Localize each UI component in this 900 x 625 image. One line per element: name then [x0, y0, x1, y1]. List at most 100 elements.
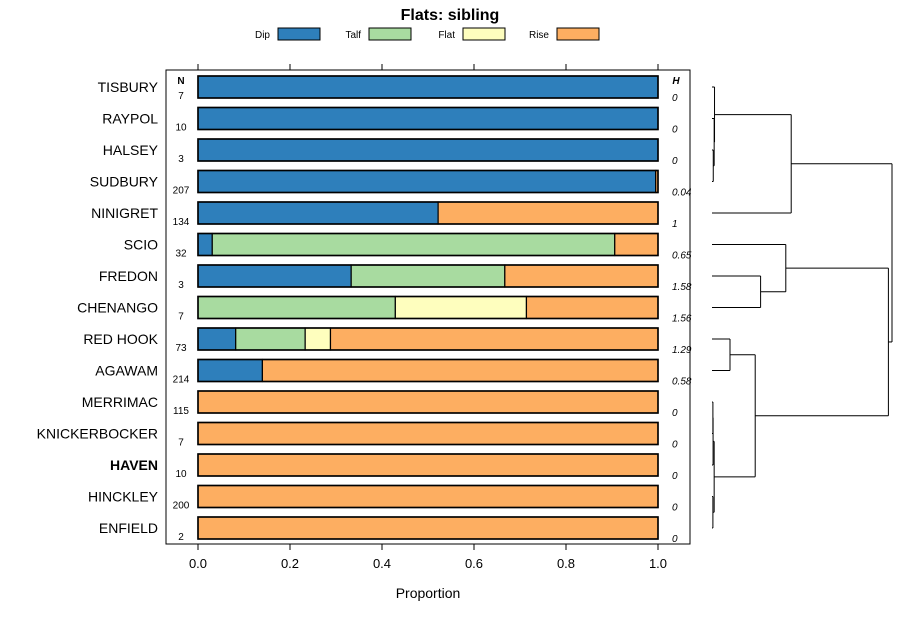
bar-segment-ninigret-rise	[437, 201, 659, 225]
row-label-enfield: ENFIELD	[99, 520, 158, 536]
row-label-scio: SCIO	[124, 237, 158, 253]
bar-segment-scio-talf	[211, 232, 616, 257]
bar-segment-enfield-rise	[197, 516, 659, 540]
h-value-red-hook: 1.29	[672, 345, 692, 356]
bar-segment-red-hook-talf	[235, 327, 306, 351]
row-label-raypol: RAYPOL	[102, 111, 158, 127]
bar-outline-red-hook	[197, 327, 659, 351]
h-values: 0 0 0 0.04 1 0.65 1.58 1.56 1.29 0.58 0 0 0 0 0	[672, 93, 692, 545]
bar-outline-agawam	[197, 358, 659, 383]
n-value-red-hook: 73	[175, 343, 187, 354]
row-label-halsey: HALSEY	[103, 142, 159, 158]
plot-panel-border	[165, 69, 691, 545]
bar-outline-merrimac	[197, 390, 659, 414]
row-label-knickerbocker: KNICKERBOCKER	[37, 426, 158, 442]
h-value-ninigret: 1	[672, 219, 678, 230]
h-value-fredon: 1.58	[672, 282, 692, 293]
legend: Dip Talf Flat Rise	[255, 27, 600, 41]
bar-segment-red-hook-dip	[197, 327, 237, 351]
h-value-sudbury: 0.04	[672, 188, 692, 199]
bar-outline-scio	[197, 232, 659, 257]
n-value-halsey: 3	[178, 154, 184, 165]
bar-segment-chenango-rise	[525, 295, 659, 320]
bar-outline-halsey	[197, 138, 659, 162]
h-value-agawam: 0.58	[672, 377, 692, 388]
n-value-tisbury: 7	[178, 91, 184, 102]
n-value-chenango: 7	[178, 312, 184, 323]
h-value-chenango: 1.56	[672, 314, 692, 325]
legend-label-talf: Talf	[345, 30, 361, 41]
x-tick-label: 0.2	[281, 556, 299, 571]
n-value-enfield: 2	[178, 532, 184, 543]
x-axis-label: Proportion	[396, 585, 461, 601]
bar-segment-fredon-rise	[504, 264, 659, 288]
row-label-sudbury: SUDBURY	[90, 174, 159, 190]
bar-outline-hinckley	[197, 484, 659, 509]
bar-segment-raypol-dip	[197, 106, 659, 131]
n-value-sudbury: 207	[173, 186, 190, 197]
bar-segment-ninigret-dip	[197, 201, 439, 225]
n-value-agawam: 214	[173, 375, 190, 386]
row-label-merrimac: MERRIMAC	[82, 394, 158, 410]
n-column-header: N	[177, 76, 184, 87]
bar-segment-halsey-dip	[197, 138, 659, 162]
plot-panel	[165, 69, 691, 545]
bar-segment-chenango-flat	[394, 295, 528, 320]
h-value-knickerbocker: 0	[672, 440, 678, 451]
h-value-tisbury: 0	[672, 93, 678, 104]
x-tick-label: 1.0	[649, 556, 667, 571]
x-tick-label: 0.4	[373, 556, 391, 571]
n-value-ninigret: 134	[173, 217, 190, 228]
bar-segment-fredon-talf	[350, 264, 506, 288]
bar-outline-ninigret	[197, 201, 659, 225]
n-value-hinckley: 200	[173, 501, 190, 512]
bar-outline-fredon	[197, 264, 659, 288]
row-label-ninigret: NINIGRET	[91, 205, 158, 221]
bar-outline-tisbury	[197, 75, 659, 99]
n-value-merrimac: 115	[173, 406, 189, 417]
bar-segment-merrimac-rise	[197, 390, 659, 414]
row-label-chenango: CHENANGO	[77, 300, 158, 316]
x-tick-label: 0.0	[189, 556, 207, 571]
row-label-haven: HAVEN	[110, 457, 158, 473]
h-column-header: H	[672, 76, 680, 87]
chart-title: Flats: sibling	[401, 7, 500, 24]
legend-swatch-talf	[368, 27, 412, 41]
x-tick-label: 0.8	[557, 556, 575, 571]
row-label-agawam: AGAWAM	[95, 363, 158, 379]
bar-segment-knickerbocker-rise	[197, 421, 659, 446]
row-label-hinckley: HINCKLEY	[88, 489, 159, 505]
bar-segment-red-hook-flat	[304, 327, 332, 351]
n-value-scio: 32	[175, 249, 187, 260]
bar-segment-hinckley-rise	[197, 484, 659, 509]
row-label-tisbury: TISBURY	[98, 79, 159, 95]
n-value-fredon: 3	[178, 280, 184, 291]
bar-segment-chenango-talf	[197, 295, 396, 320]
x-tick-label: 0.6	[465, 556, 483, 571]
h-value-raypol: 0	[672, 125, 678, 136]
dendrogram	[712, 86, 893, 529]
bar-segment-agawam-rise	[261, 358, 659, 383]
bar-segment-agawam-dip	[197, 358, 264, 383]
bar-segment-haven-rise	[197, 453, 659, 477]
bar-outline-chenango	[197, 295, 659, 320]
n-value-raypol: 10	[175, 123, 187, 134]
bar-outline-knickerbocker	[197, 421, 659, 446]
bar-segment-sudbury-dip	[197, 169, 657, 194]
h-value-enfield: 0	[672, 534, 678, 545]
bar-outline-raypol	[197, 106, 659, 131]
legend-label-rise: Rise	[529, 30, 549, 41]
h-value-scio: 0.65	[672, 251, 692, 262]
bars	[197, 75, 659, 540]
bar-segment-red-hook-rise	[329, 327, 659, 351]
legend-label-dip: Dip	[255, 30, 270, 41]
legend-swatch-rise	[556, 27, 600, 41]
h-value-haven: 0	[672, 471, 678, 482]
n-values: 7 10 3 207 134 32 3 7 73 214 115 7 10 200 2	[173, 91, 190, 543]
legend-swatch-dip	[277, 27, 321, 41]
row-label-fredon: FREDON	[99, 268, 158, 284]
bar-segment-scio-dip	[197, 232, 213, 257]
x-axis: 0.0 0.2 0.4 0.6 0.8 1.0	[189, 64, 667, 571]
